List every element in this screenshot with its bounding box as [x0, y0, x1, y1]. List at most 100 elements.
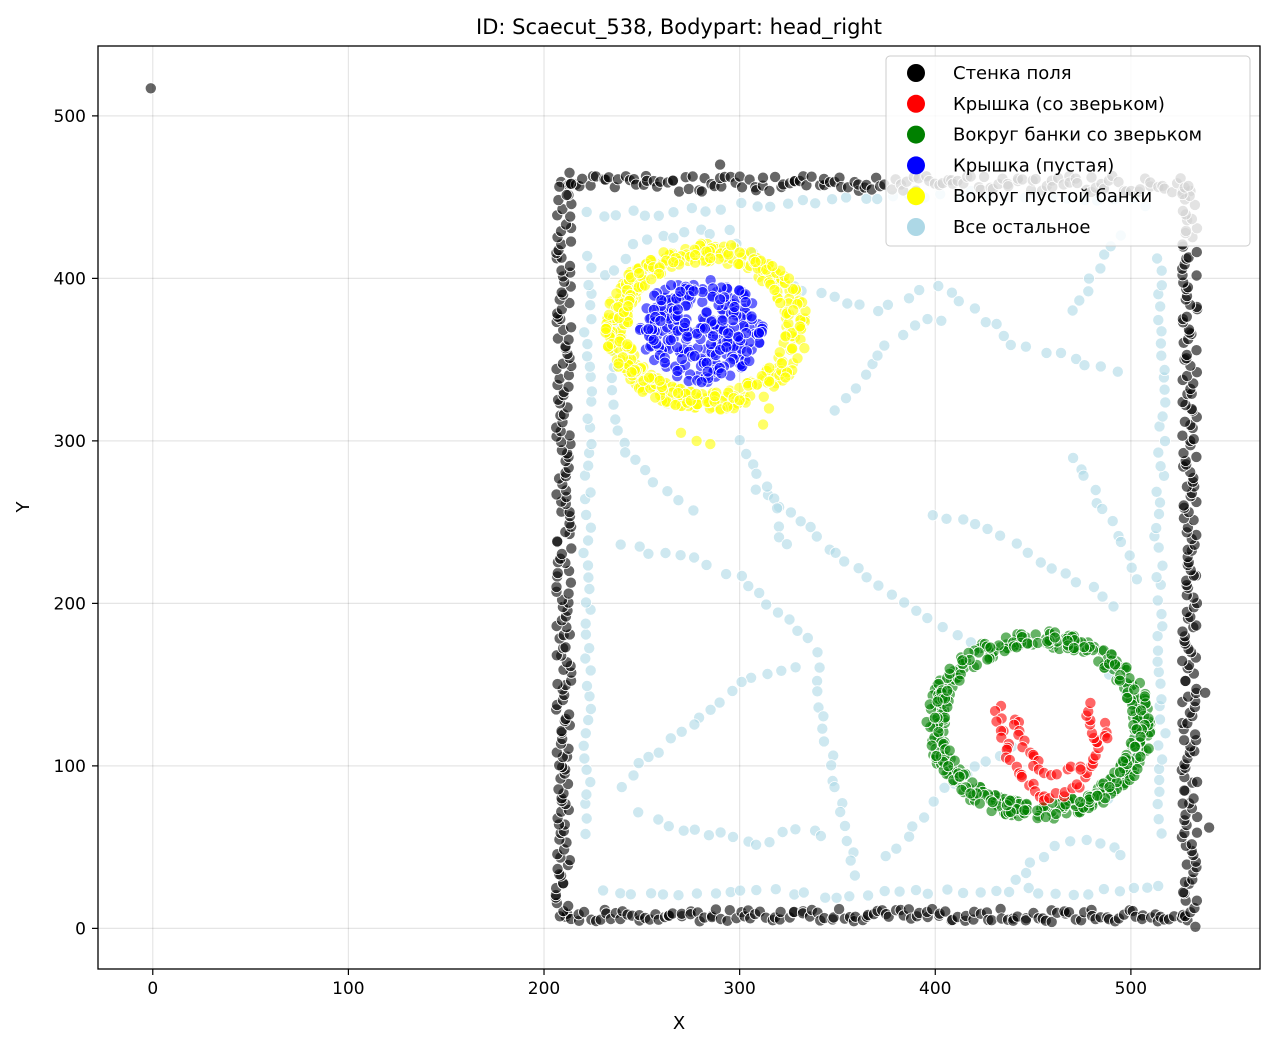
- legend-label: Крышка (со зверьком): [953, 94, 1165, 115]
- scatter-point-add8e6: [979, 755, 992, 768]
- scatter-point-add8e6: [742, 580, 755, 593]
- scatter-point-add8e6: [687, 504, 700, 517]
- scatter-point-000000: [1176, 429, 1189, 442]
- scatter-point-0000ff: [720, 341, 733, 354]
- scatter-point-add8e6: [871, 349, 884, 362]
- scatter-point-add8e6: [633, 540, 646, 553]
- scatter-point-add8e6: [611, 424, 624, 437]
- scatter-point-0000ff: [674, 285, 687, 298]
- scatter-point-add8e6: [584, 521, 597, 534]
- scatter-point-add8e6: [638, 209, 651, 222]
- scatter-point-add8e6: [1022, 882, 1035, 895]
- scatter-point-ffff00: [774, 296, 787, 309]
- scatter-point-add8e6: [584, 776, 597, 789]
- scatter-point-add8e6: [619, 446, 632, 459]
- scatter-point-ffff00: [763, 375, 776, 388]
- scatter-point-000000: [1191, 826, 1204, 839]
- scatter-point-add8e6: [871, 192, 884, 205]
- scatter-point-0000ff: [642, 323, 655, 336]
- scatter-point-0000ff: [698, 322, 711, 335]
- scatter-point-add8e6: [646, 476, 659, 489]
- scatter-point-add8e6: [703, 228, 716, 241]
- legend-label: Вокруг банки со зверьком: [953, 125, 1202, 146]
- scatter-point-add8e6: [751, 200, 764, 213]
- scatter-point-add8e6: [968, 760, 981, 773]
- scatter-point-000000: [695, 185, 708, 198]
- scatter-point-ffff00: [603, 308, 616, 321]
- scatter-point-000000: [565, 542, 578, 555]
- scatter-point-add8e6: [1153, 774, 1166, 787]
- scatter-point-008000: [973, 797, 986, 810]
- x-tick-label: 0: [147, 979, 158, 999]
- scatter-point-add8e6: [1064, 835, 1077, 848]
- scatter-point-add8e6: [771, 502, 784, 515]
- scatter-point-000000: [666, 174, 679, 187]
- scatter-point-add8e6: [753, 586, 766, 599]
- scatter-point-add8e6: [582, 534, 595, 547]
- scatter-point-008000: [930, 750, 943, 763]
- scatter-point-008000: [1134, 730, 1147, 743]
- scatter-point-add8e6: [664, 732, 677, 745]
- scatter-point-add8e6: [662, 820, 675, 833]
- scatter-point-ffff00: [689, 249, 702, 262]
- scatter-point-add8e6: [1049, 887, 1062, 900]
- scatter-point-ff0000: [1015, 771, 1028, 784]
- scatter-point-000000: [1189, 728, 1202, 741]
- scatter-point-ffff00: [600, 322, 613, 335]
- scatter-point-add8e6: [918, 811, 931, 824]
- scatter-point-add8e6: [1113, 885, 1126, 898]
- scatter-point-add8e6: [580, 763, 593, 776]
- scatter-point-000000: [1177, 499, 1190, 512]
- scatter-point-000000: [553, 180, 566, 193]
- scatter-point-add8e6: [750, 838, 763, 851]
- scatter-point-add8e6: [1069, 576, 1082, 589]
- scatter-point-000000: [551, 332, 564, 345]
- scatter-point-add8e6: [1156, 753, 1169, 766]
- scatter-point-ffff00: [793, 320, 806, 333]
- scatter-point-add8e6: [642, 750, 655, 763]
- scatter-point-add8e6: [811, 675, 824, 688]
- scatter-point-000000: [555, 547, 568, 560]
- scatter-point-000000: [1191, 810, 1204, 823]
- scatter-point-add8e6: [584, 370, 597, 383]
- scatter-point-add8e6: [674, 549, 687, 562]
- scatter-point-add8e6: [784, 506, 797, 519]
- scatter-point-add8e6: [772, 606, 785, 619]
- scatter-point-ffff00: [669, 398, 682, 411]
- scatter-point-ffff00: [653, 374, 666, 387]
- x-axis-ticks: 0 100 200 300 400 500: [147, 969, 1147, 999]
- scatter-point-ffff00: [667, 256, 680, 269]
- scatter-point-add8e6: [1003, 886, 1016, 899]
- scatter-point-add8e6: [582, 714, 595, 727]
- scatter-point-add8e6: [585, 261, 598, 274]
- scatter-point-add8e6: [794, 515, 807, 528]
- scatter-point-000000: [686, 170, 699, 183]
- scatter-point-ffff00: [621, 338, 634, 351]
- scatter-point-add8e6: [608, 264, 621, 277]
- scatter-point-add8e6: [704, 703, 717, 716]
- scatter-point-008000: [1078, 641, 1091, 654]
- scatter-point-0000ff: [727, 314, 740, 327]
- scatter-point-add8e6: [981, 522, 994, 535]
- scatter-point-add8e6: [941, 883, 954, 896]
- scatter-point-add8e6: [585, 395, 598, 408]
- scatter-point-0000ff: [728, 300, 741, 313]
- x-tick-label: 400: [919, 979, 951, 999]
- y-axis-label: Y: [13, 501, 34, 514]
- scatter-point-add8e6: [688, 551, 701, 564]
- scatter-point-add8e6: [769, 883, 782, 896]
- scatter-point-ff0000: [1084, 696, 1097, 709]
- scatter-point-add8e6: [773, 531, 786, 544]
- scatter-point-000000: [1176, 797, 1189, 810]
- scatter-point-008000: [942, 760, 955, 773]
- scatter-point-add8e6: [838, 555, 851, 568]
- scatter-point-add8e6: [828, 290, 841, 303]
- scatter-point-000000: [1178, 784, 1191, 797]
- scatter-point-ffff00: [612, 357, 625, 370]
- scatter-point-008000: [1010, 641, 1023, 654]
- scatter-point-add8e6: [761, 480, 774, 493]
- scatter-point-000000: [1180, 310, 1193, 323]
- scatter-point-add8e6: [1152, 813, 1165, 826]
- scatter-point-add8e6: [813, 661, 826, 674]
